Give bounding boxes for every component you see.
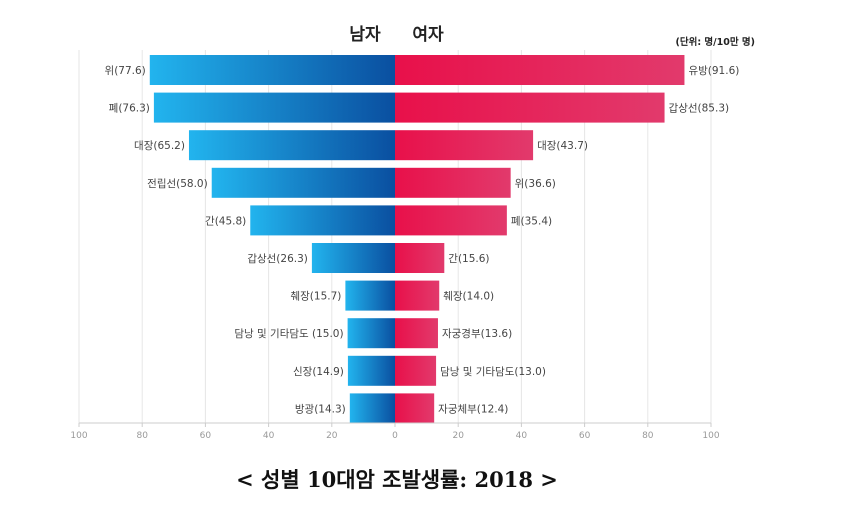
female-bar-label: 간(15.6) [448, 253, 489, 265]
male-header: 남자 [349, 25, 381, 45]
female-bar [395, 318, 438, 349]
male-bar-label: 담낭 및 기타담도 (15.0) [234, 328, 343, 340]
male-bar [250, 205, 395, 236]
female-bar-label: 대장(43.7) [537, 140, 588, 152]
tick-label: 20 [326, 431, 338, 441]
male-bar [153, 92, 395, 123]
tick-label: 60 [200, 431, 212, 441]
male-bar [211, 167, 395, 198]
female-bar [395, 205, 507, 236]
male-bar-label: 위(77.6) [105, 64, 146, 77]
male-bar-label: 신장(14.9) [293, 366, 344, 378]
tick-label: 0 [392, 431, 398, 441]
male-bar-label: 대장(65.2) [134, 140, 185, 152]
tick-label: 40 [263, 431, 275, 441]
female-bar-label: 췌장(14.0) [443, 291, 494, 303]
female-bar-label: 자궁경부(13.6) [442, 327, 512, 340]
male-bar-label: 갑상선(26.3) [247, 253, 308, 265]
male-bar-label: 췌장(15.7) [290, 291, 341, 303]
female-bar [395, 355, 437, 386]
female-bar-label: 담낭 및 기타담도(13.0) [440, 366, 546, 378]
male-bar-label: 전립선(58.0) [147, 177, 208, 190]
female-bar-label: 폐(35.4) [511, 215, 552, 227]
tick-label: 60 [579, 431, 591, 441]
male-bar [149, 55, 395, 85]
male-bar-label: 방광(14.3) [295, 403, 346, 415]
male-bar [347, 318, 395, 349]
female-bar [395, 393, 435, 424]
female-header: 여자 [412, 25, 444, 45]
male-bar-label: 폐(76.3) [109, 103, 150, 115]
female-bar [395, 55, 685, 85]
male-bar-label: 간(45.8) [205, 215, 246, 227]
male-bar [188, 130, 395, 161]
male-bar [345, 280, 395, 311]
female-bar [395, 130, 534, 161]
male-bar [347, 355, 395, 386]
tick-label: 20 [452, 431, 464, 441]
tick-label: 40 [516, 431, 528, 441]
female-bar [395, 243, 445, 273]
female-bar [395, 280, 440, 311]
tick-label: 80 [136, 431, 148, 441]
female-bar-label: 유방(91.6) [688, 65, 739, 77]
female-bar [395, 92, 665, 123]
unit-label: (단위: 명/10만 명) [676, 36, 756, 48]
tick-label: 100 [702, 431, 719, 441]
tick-label: 100 [70, 431, 87, 441]
female-bar-label: 자궁체부(12.4) [438, 403, 508, 415]
male-bar [311, 243, 395, 273]
male-bar [349, 393, 395, 424]
female-bar-label: 갑상선(85.3) [669, 103, 730, 115]
female-bar [395, 167, 511, 198]
tick-label: 80 [642, 431, 654, 441]
female-bar-label: 위(36.6) [515, 177, 556, 190]
chart-title: < 성별 10대암 조발생률: 2018 > [236, 467, 558, 492]
